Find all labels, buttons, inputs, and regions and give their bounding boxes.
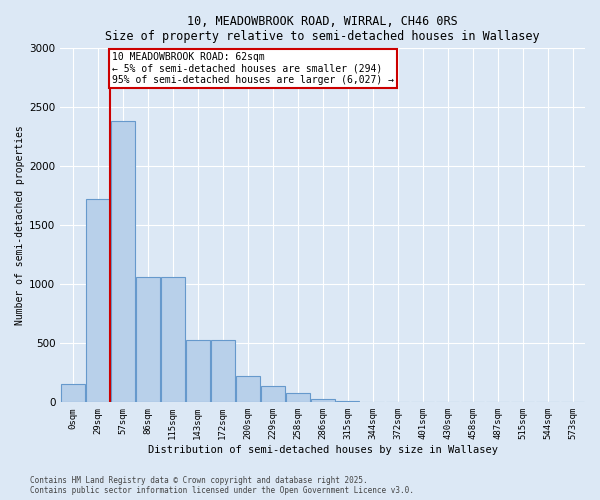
- Bar: [161, 278, 185, 402]
- Y-axis label: Number of semi-detached properties: Number of semi-detached properties: [15, 126, 25, 325]
- Bar: [261, 386, 284, 402]
- Bar: [236, 376, 260, 402]
- Bar: [186, 340, 209, 402]
- Bar: [61, 384, 85, 402]
- Title: 10, MEADOWBROOK ROAD, WIRRAL, CH46 0RS
Size of property relative to semi-detache: 10, MEADOWBROOK ROAD, WIRRAL, CH46 0RS S…: [106, 15, 540, 43]
- Bar: [211, 340, 235, 402]
- Bar: [336, 400, 359, 402]
- X-axis label: Distribution of semi-detached houses by size in Wallasey: Distribution of semi-detached houses by …: [148, 445, 497, 455]
- Bar: [111, 122, 134, 402]
- Text: Contains HM Land Registry data © Crown copyright and database right 2025.
Contai: Contains HM Land Registry data © Crown c…: [30, 476, 414, 495]
- Bar: [286, 394, 310, 402]
- Text: 10 MEADOWBROOK ROAD: 62sqm
← 5% of semi-detached houses are smaller (294)
95% of: 10 MEADOWBROOK ROAD: 62sqm ← 5% of semi-…: [112, 52, 394, 85]
- Bar: [136, 278, 160, 402]
- Bar: [311, 400, 335, 402]
- Bar: [86, 200, 110, 402]
